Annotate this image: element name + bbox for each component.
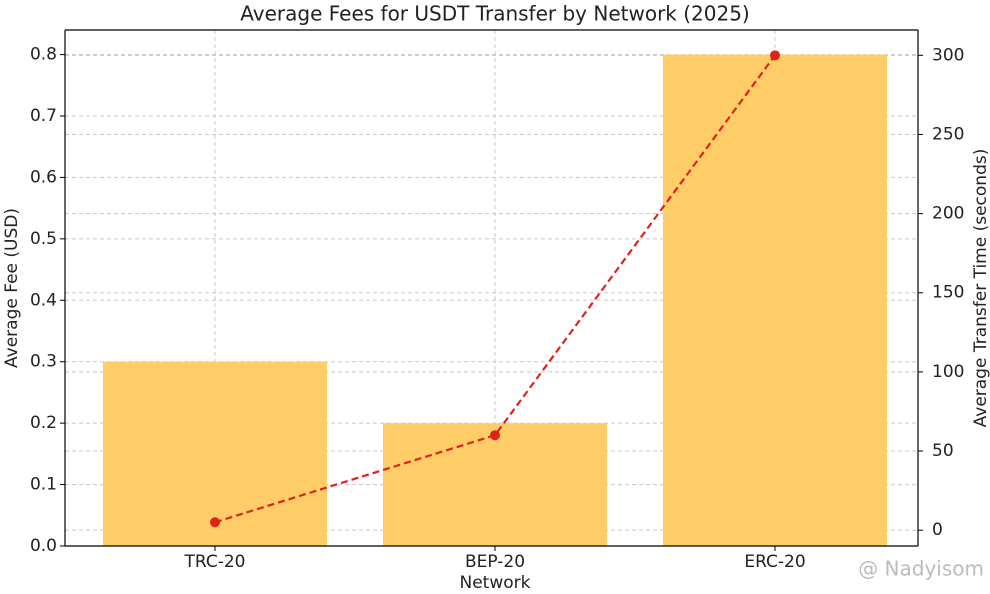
y-tick-label: 0.6	[30, 167, 57, 187]
y-tick-label: 0.7	[30, 106, 57, 126]
x-tick-label: BEP-20	[465, 552, 525, 572]
bar	[383, 423, 607, 546]
line-point	[210, 517, 220, 528]
bar	[663, 54, 887, 546]
y2-tick-label: 200	[932, 204, 964, 224]
y2-tick-label: 250	[932, 124, 964, 144]
y-tick-label: 0.1	[30, 475, 57, 495]
y-tick-label: 0.0	[30, 536, 57, 556]
y2-tick-label: 300	[932, 45, 964, 65]
line-point	[490, 430, 500, 441]
y-axis-label: Average Fee (USD)	[2, 208, 22, 368]
x-tick-label: TRC-20	[184, 552, 246, 572]
y-tick-label: 0.5	[30, 229, 57, 249]
y-tick-label: 0.8	[30, 45, 57, 65]
line-point	[770, 50, 780, 61]
watermark: @ Nadyisom	[858, 557, 984, 581]
chart-title: Average Fees for USDT Transfer by Networ…	[240, 2, 749, 26]
y2-tick-label: 150	[932, 283, 964, 303]
y2-tick-label: 50	[932, 441, 954, 461]
y-tick-label: 0.3	[30, 352, 57, 372]
line	[214, 54, 776, 524]
bar	[103, 361, 327, 546]
y-tick-label: 0.4	[30, 290, 57, 310]
y2-axis-label: Average Transfer Time (seconds)	[971, 149, 990, 428]
y2-tick-label: 100	[932, 362, 964, 382]
x-tick-label: ERC-20	[744, 552, 805, 572]
x-axis-label: Network	[460, 573, 531, 593]
y-tick-label: 0.2	[30, 413, 57, 433]
y2-tick-label: 0	[932, 520, 943, 540]
